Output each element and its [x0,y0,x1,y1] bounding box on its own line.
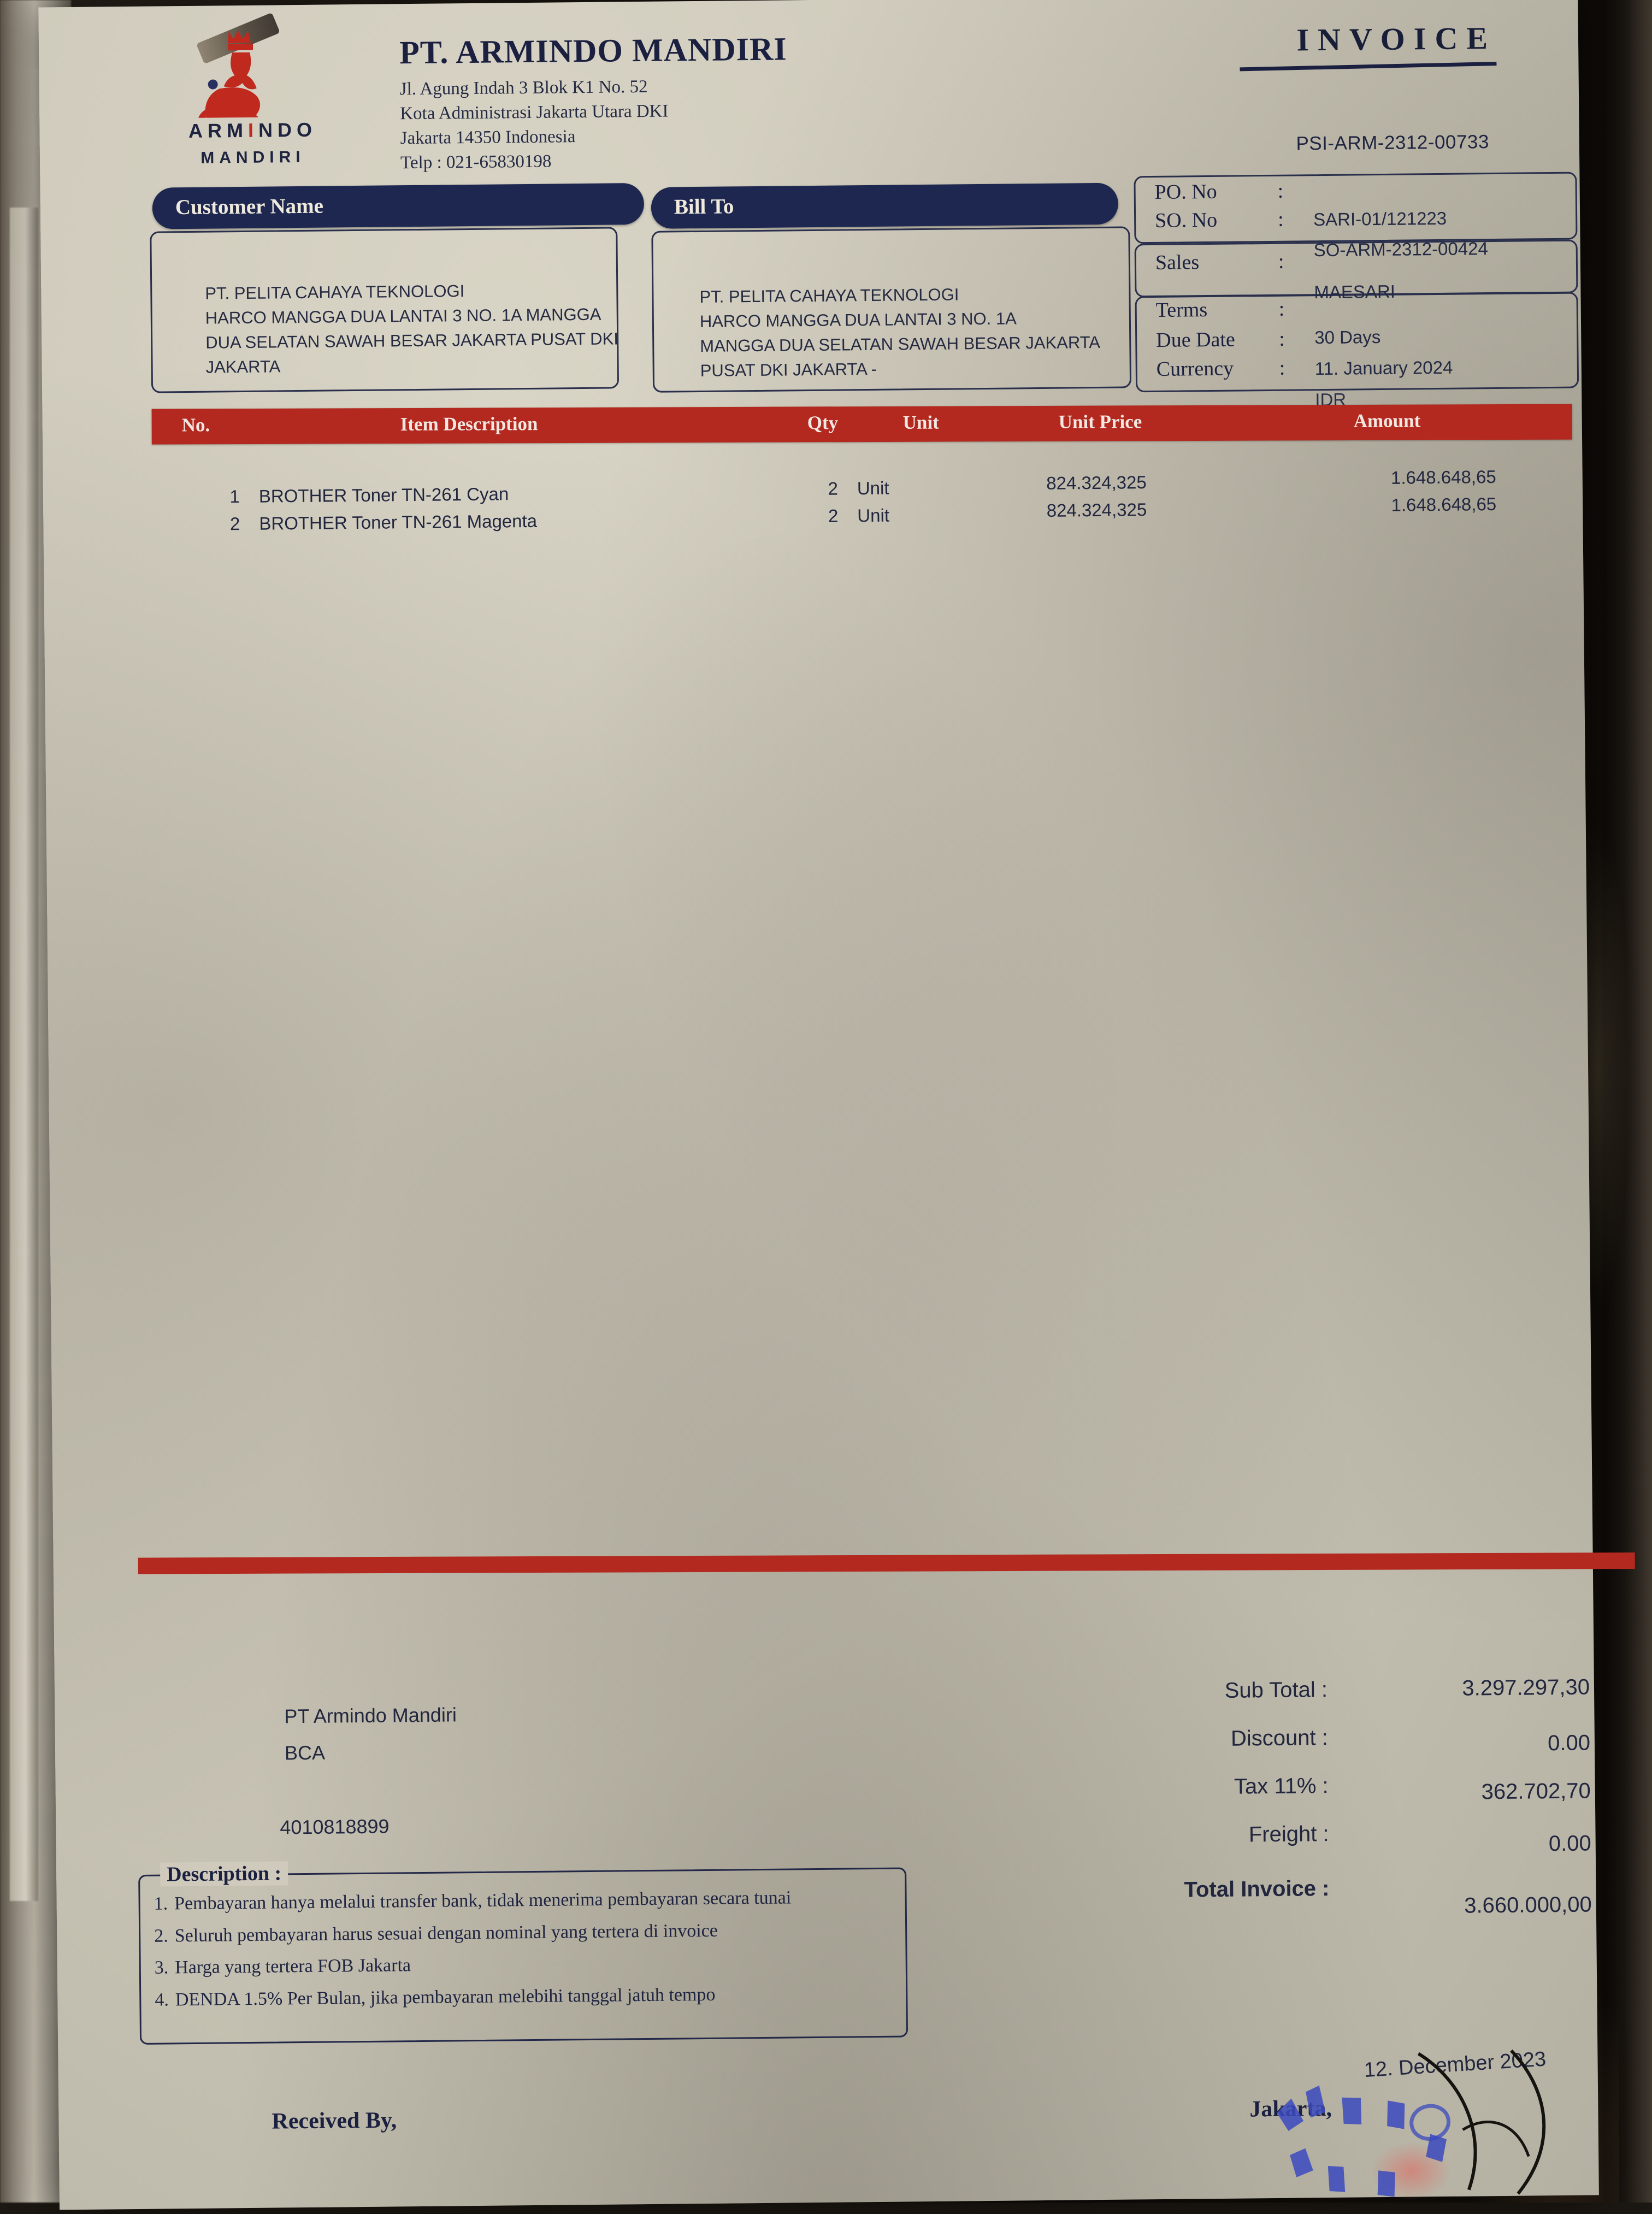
section-divider [138,1552,1635,1574]
so-no-label: SO. No [1154,208,1218,232]
terms-label: Terms [1155,298,1208,322]
so-no-value: SO-ARM-2312-00424 [1313,238,1489,261]
due-date-colon: : [1279,327,1285,351]
logo-wordmark-top: ARMINDO [138,118,367,143]
logo-word-arm: ARM [188,119,249,142]
sales-value: MAESARI [1314,281,1396,303]
th-qty: Qty [807,412,839,434]
po-no-colon: : [1277,179,1284,203]
sales-label: Sales [1155,251,1200,274]
discount-label: Discount : [1230,1726,1329,1751]
th-unit: Unit [902,411,939,433]
description-item-text: DENDA 1.5% Per Bulan, jika pembayaran me… [175,1984,716,2010]
signing-place: Jakarta, [1249,2096,1332,2122]
cell-no: 1 [229,486,240,507]
description-item-number: 1. [154,1893,168,1914]
description-item-text: Seluruh pembayaran harus sesuai dengan n… [174,1920,718,1946]
description-item-text: Pembayaran hanya melalui transfer bank, … [174,1887,792,1914]
received-by-label: Received By, [272,2107,397,2134]
description-item: 4. DENDA 1.5% Per Bulan, jika pembayaran… [155,1979,892,2015]
th-description: Item Description [400,413,538,435]
total-row: Discount : 0.00 [1077,1723,1591,1776]
logo-word-i: I [247,119,259,141]
customer-name-header: Customer Name [152,182,645,229]
company-name: PT. ARMINDO MANDIRI [399,31,787,71]
ink-smudge [1370,2140,1453,2202]
description-item-number: 2. [154,1926,168,1946]
description-item-number: 4. [155,1989,169,2010]
page-title: INVOICE [1296,20,1497,58]
subtotal-label: Sub Total : [1224,1678,1328,1703]
freight-value: 0.00 [1548,1831,1591,1856]
cell-amount: 1.648.648,65 [1391,493,1497,515]
tax-label: Tax 11% : [1234,1774,1329,1799]
company-address: Jl. Agung Indah 3 Blok K1 No. 52 Kota Ad… [400,70,1111,175]
due-date-value: 11. January 2024 [1314,357,1453,379]
description-item: 2. Seluruh pembayaran harus sesuai denga… [154,1915,892,1951]
total-row: Freight : 0.00 [1077,1819,1591,1872]
th-amount: Amount [1353,410,1421,432]
signing-date: 12. December 2023 [1363,2047,1547,2082]
total-row: Total Invoice : 3.660.000,00 [1078,1867,1592,1920]
po-no-label: PO. No [1154,180,1217,204]
description-list: 1. Pembayaran hanya melalui transfer ban… [154,1883,892,2018]
subtotal-value: 3.297.297,30 [1462,1675,1590,1701]
totals-block: Sub Total : 3.297.297,30 Discount : 0.00… [1076,1675,1592,1920]
po-no-value: SARI-01/121223 [1313,208,1447,230]
invoice-number: PSI-ARM-2312-00733 [1296,131,1489,155]
logo-wordmark-bottom: MANDIRI [200,147,305,167]
title-underline [1240,62,1497,72]
total-row: Tax 11% : 362.702,70 [1077,1771,1591,1824]
items-table-header: No. Item Description Qty Unit Unit Price… [151,404,1572,445]
bank-details: PT Armindo Mandiri BCA [284,1697,457,1771]
company-logo: ARMINDO MANDIRI [137,26,368,167]
total-invoice-value: 3.660.000,00 [1464,1892,1592,1918]
bank-account-name: PT Armindo Mandiri [284,1703,457,1728]
description-item-number: 3. [154,1957,169,1979]
logo-word-ndo: NDO [258,118,317,141]
description-legend: Description : [160,1861,288,1887]
so-no-colon: : [1277,208,1284,231]
cell-amount: 1.648.648,65 [1390,466,1496,488]
cell-unit-price: 824.324,325 [1046,499,1147,521]
cell-unit: Unit [857,477,889,499]
cell-qty: 2 [828,505,839,526]
cell-no: 2 [229,513,240,534]
cell-qty: 2 [828,478,839,499]
bill-to-header-label: Bill To [674,194,734,219]
bill-to-header: Bill To [651,182,1119,229]
description-item: 3. Harga yang tertera FOB Jakarta [155,1947,892,1983]
discount-value: 0.00 [1547,1731,1591,1756]
total-invoice-label: Total Invoice : [1184,1876,1330,1902]
desk-shadow-right [1603,0,1652,2203]
customer-name-header-label: Customer Name [175,194,324,220]
invoice-sheet: ARMINDO MANDIRI PT. ARMINDO MANDIRI Jl. … [38,0,1635,2210]
bank-name: BCA [284,1741,326,1764]
cell-unit-price: 824.324,325 [1046,472,1147,493]
terms-colon: : [1278,297,1285,321]
crowned-lion-logo-icon [186,27,297,131]
terms-value: 30 Days [1314,327,1381,348]
bank-account-number: 4010818899 [280,1815,390,1839]
currency-label: Currency [1156,357,1234,381]
cell-description: BROTHER Toner TN-261 Magenta [259,510,538,534]
th-no: No. [181,414,210,436]
description-item-text: Harga yang tertera FOB Jakarta [175,1955,411,1978]
freight-label: Freight : [1248,1822,1329,1847]
company-block: PT. ARMINDO MANDIRI Jl. Agung Indah 3 Bl… [399,27,1111,175]
due-date-label: Due Date [1156,328,1236,352]
cell-description: BROTHER Toner TN-261 Cyan [258,483,509,506]
sales-colon: : [1278,250,1284,273]
currency-colon: : [1279,356,1285,380]
th-unit-price: Unit Price [1058,411,1142,433]
paper-stack-left-edge [10,208,38,1901]
tax-value: 362.702,70 [1481,1779,1591,1804]
cell-unit: Unit [857,505,890,526]
total-row: Sub Total : 3.297.297,30 [1076,1675,1590,1728]
